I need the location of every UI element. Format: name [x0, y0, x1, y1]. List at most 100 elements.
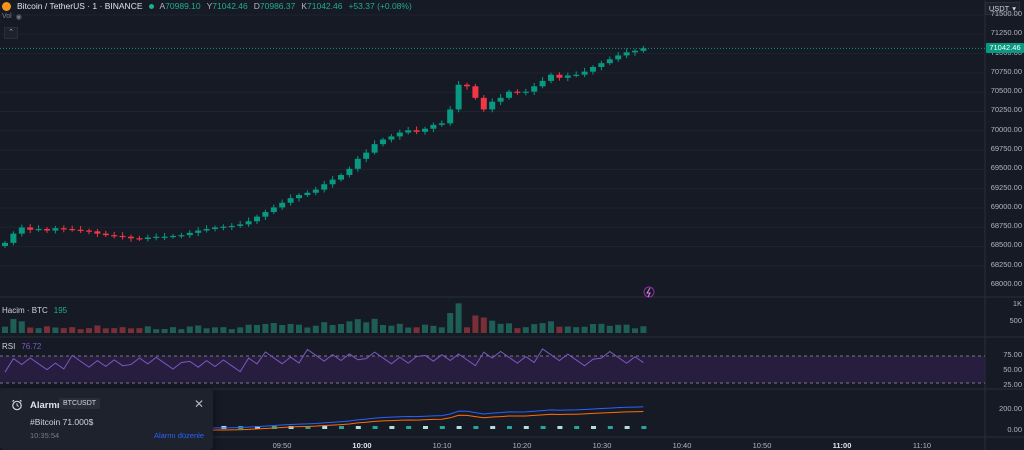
- candle-body: [296, 195, 302, 199]
- macd-histogram-bar: [288, 426, 294, 429]
- volume-bar: [128, 328, 134, 333]
- currency-button[interactable]: USDT ▾: [984, 2, 1020, 15]
- price-axis-label: 71500.00: [990, 9, 1022, 18]
- candle-body: [279, 202, 286, 208]
- volume-bar: [161, 329, 168, 333]
- volume-bar: [632, 328, 638, 333]
- volume-bar: [245, 324, 252, 333]
- candle-body: [10, 233, 17, 243]
- candle-body: [422, 128, 428, 132]
- volume-bar: [598, 323, 605, 333]
- volume-bar: [35, 328, 42, 333]
- candle-body: [186, 232, 193, 236]
- candle-body: [623, 52, 630, 56]
- volume-bar: [489, 320, 496, 333]
- volume-bar: [10, 319, 17, 333]
- candle-body: [111, 235, 118, 237]
- candle-body: [144, 237, 151, 240]
- volume-pane-label: Hacim · BTC 195: [2, 306, 67, 315]
- volume-bar: [581, 326, 588, 333]
- alert-toast[interactable]: Alarmı BTCUSDT ✕ #Bitcoin 71.000$ 10:35:…: [0, 388, 213, 450]
- volume-bar: [136, 328, 143, 333]
- collapse-legend-button[interactable]: ⌃: [4, 27, 18, 39]
- candle-body: [128, 236, 134, 239]
- volume-bar: [422, 324, 428, 333]
- rsi-axis-50: 50.00: [1003, 365, 1022, 374]
- candle-body: [514, 91, 521, 93]
- price-axis-label: 69750.00: [990, 144, 1022, 153]
- time-axis-label: 10:40: [672, 441, 692, 450]
- time-axis-label: 10:00: [352, 441, 372, 450]
- volume-bar: [388, 325, 395, 333]
- candle-body: [161, 236, 168, 238]
- price-axis-label: 68000.00: [990, 279, 1022, 288]
- candle-body: [556, 74, 563, 78]
- volume-bar: [144, 326, 151, 333]
- volume-bar: [228, 329, 235, 333]
- price-axis-label: 68250.00: [990, 259, 1022, 269]
- volume-bar: [77, 329, 84, 333]
- volume-bar: [312, 325, 319, 333]
- candle-body: [86, 230, 92, 232]
- symbol-title[interactable]: Bitcoin / TetherUS · 1 · BINANCE: [17, 1, 143, 11]
- candle-body: [413, 130, 420, 132]
- candle-body: [438, 123, 445, 125]
- price-axis-label: 69000.00: [990, 201, 1022, 211]
- candle-body: [430, 124, 437, 129]
- candle-body: [69, 229, 76, 231]
- candle-body: [119, 235, 126, 238]
- current-price-tag: 71042.46: [986, 43, 1024, 54]
- chevron-down-icon: ▾: [1012, 4, 1016, 13]
- macd-histogram-bar: [557, 426, 563, 429]
- volume-bar: [44, 326, 50, 333]
- macd-histogram-bar: [439, 426, 445, 429]
- volume-bar: [262, 324, 269, 333]
- volume-bar: [590, 324, 596, 333]
- price-axis-label: 69500.00: [990, 163, 1022, 173]
- volume-bar: [27, 327, 34, 333]
- volume-value: 195: [53, 306, 68, 315]
- candle-body: [405, 130, 412, 133]
- volume-bar: [464, 327, 470, 333]
- edit-alert-link[interactable]: Alarmı düzenle: [153, 431, 204, 440]
- lightning-icon[interactable]: [643, 286, 655, 298]
- candle-body: [354, 158, 361, 169]
- volume-bar: [111, 328, 118, 333]
- candle-body: [228, 225, 235, 228]
- time-axis-label: 11:00: [832, 441, 852, 450]
- candle-body: [581, 71, 588, 75]
- volume-bar: [254, 325, 260, 333]
- close-icon[interactable]: ✕: [193, 397, 204, 411]
- macd-histogram-bar: [305, 426, 311, 429]
- alert-symbol-badge: BTCUSDT: [59, 398, 101, 409]
- candle-body: [497, 97, 504, 102]
- eye-icon[interactable]: ◉: [15, 14, 22, 21]
- price-axis-label: 70250.00: [990, 105, 1022, 115]
- candle-body: [27, 227, 34, 230]
- volume-bar: [371, 318, 378, 333]
- volume-bar: [472, 315, 479, 333]
- candle-body: [44, 229, 50, 231]
- candle-body: [573, 74, 580, 76]
- macd-histogram-bar: [355, 426, 361, 429]
- candle-body: [371, 144, 378, 153]
- alert-message: #Bitcoin 71.000$: [30, 417, 94, 427]
- candle-body: [153, 236, 160, 238]
- rsi-pane-label: RSI 76.72: [2, 342, 41, 351]
- candle-body: [531, 86, 538, 92]
- candle-body: [102, 233, 109, 236]
- ohlc-close: K71042.46: [301, 1, 343, 11]
- price-axis-label: 70750.00: [990, 66, 1022, 76]
- macd-histogram-bar: [523, 426, 529, 429]
- candle-body: [338, 175, 344, 180]
- volume-bar: [556, 326, 563, 333]
- macd-histogram-bar: [624, 426, 630, 429]
- volume-bar: [203, 328, 210, 333]
- volume-bar: [329, 325, 336, 333]
- candle-body: [396, 132, 403, 137]
- volume-bar: [86, 328, 92, 333]
- price-axis-label: 70500.00: [990, 86, 1022, 96]
- time-axis-label: 10:10: [432, 441, 452, 450]
- price-axis-label: 70000.00: [990, 124, 1022, 134]
